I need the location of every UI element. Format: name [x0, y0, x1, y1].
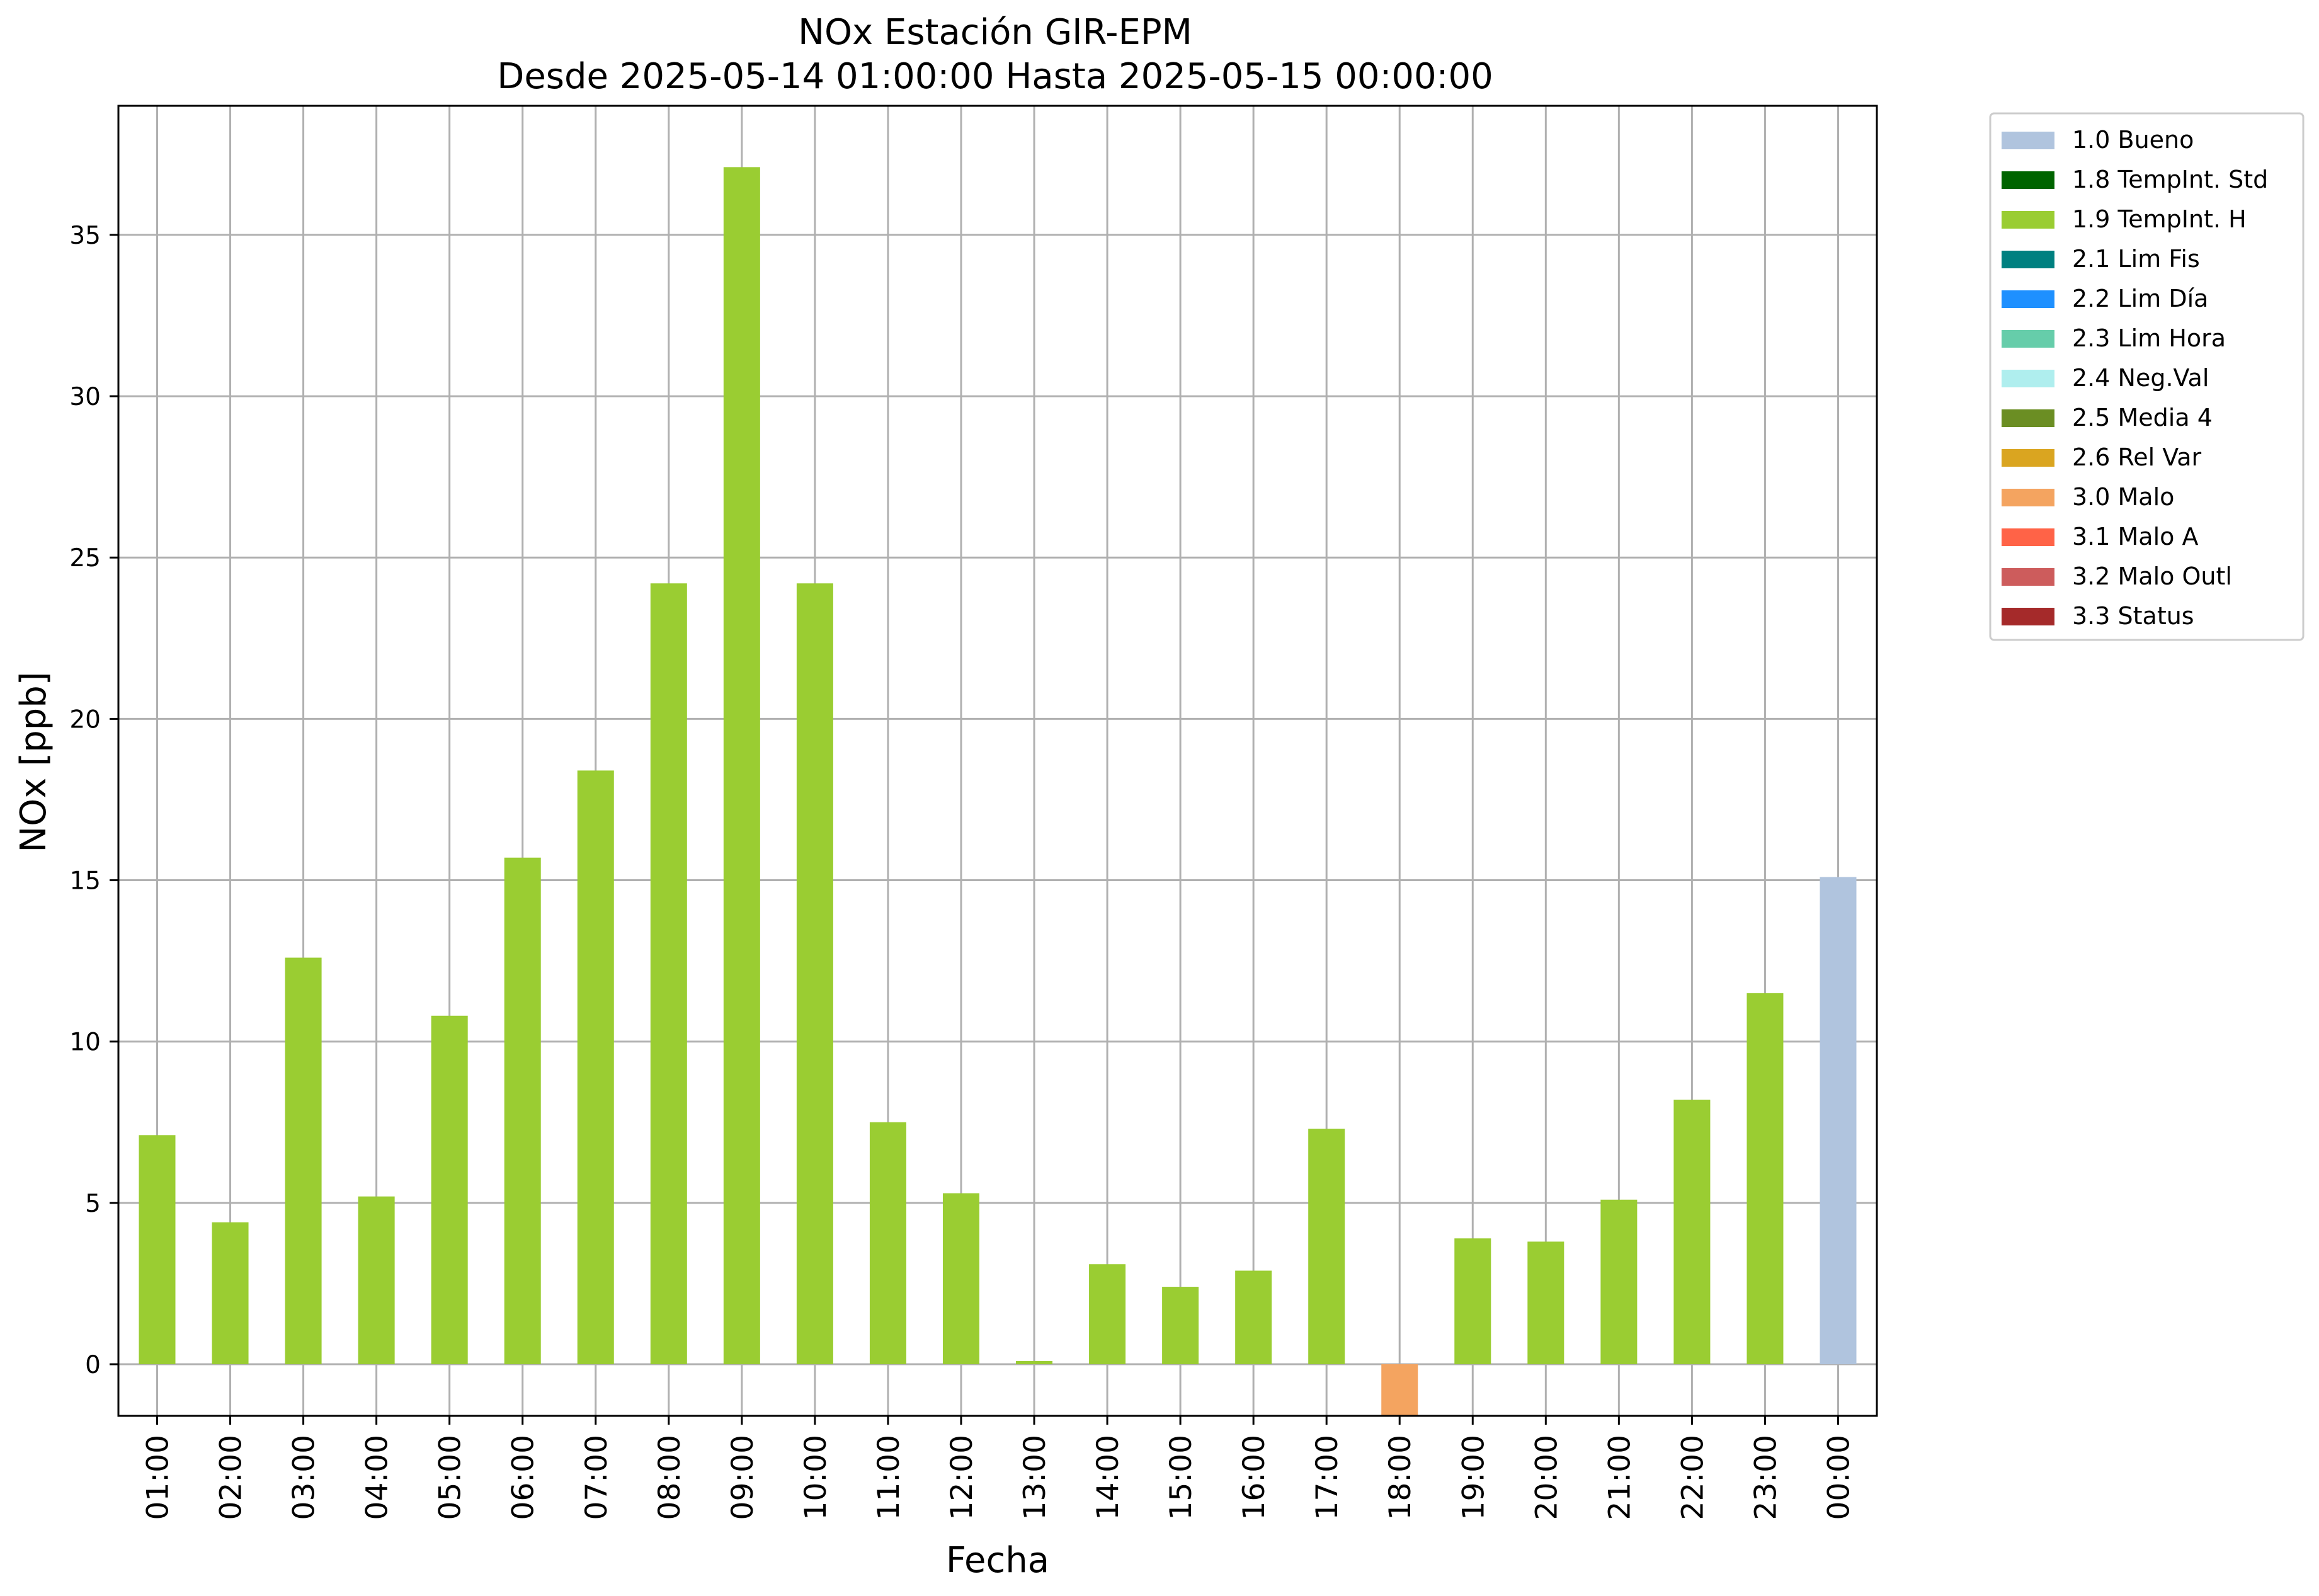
- x-tick-label: 11:00: [872, 1435, 906, 1520]
- y-axis-label: NOx [ppb]: [13, 671, 54, 852]
- chart-title-line2: Desde 2025-05-14 01:00:00 Hasta 2025-05-…: [497, 56, 1493, 97]
- x-tick-label: 04:00: [360, 1435, 395, 1520]
- legend-label: 2.5 Media 4: [2072, 404, 2213, 431]
- y-tick-label: 25: [69, 544, 101, 573]
- legend-frame: [1989, 112, 2305, 641]
- legend-swatch: [2002, 608, 2054, 625]
- legend-swatch: [2002, 489, 2054, 506]
- y-tick-label: 35: [69, 222, 101, 250]
- legend: 1.0 Bueno 1.8 TempInt. Std 1.9 TempInt. H 2…: [1989, 112, 2305, 641]
- bar-1400: [1089, 1264, 1126, 1365]
- x-tick-label: 15:00: [1164, 1435, 1199, 1520]
- x-axis-label: Fecha: [946, 1540, 1049, 1581]
- bar-1300: [1016, 1360, 1053, 1365]
- bar-1900: [1454, 1238, 1491, 1365]
- bar-0800: [650, 583, 687, 1365]
- legend-label: 2.2 Lim Día: [2072, 285, 2208, 312]
- y-tick-label: 30: [69, 383, 101, 411]
- legend-label: 1.8 TempInt. Std: [2072, 166, 2268, 193]
- bar-2300: [1746, 993, 1784, 1365]
- legend-label: 2.6 Rel Var: [2072, 443, 2202, 471]
- x-tick-label: 03:00: [287, 1435, 322, 1520]
- bar-1100: [869, 1122, 906, 1365]
- y-tick-label: 15: [69, 867, 101, 896]
- bar-2000: [1527, 1241, 1564, 1365]
- legend-swatch: [2002, 132, 2054, 149]
- x-tick-label: 13:00: [1018, 1435, 1052, 1520]
- x-tick-label: 22:00: [1675, 1435, 1710, 1520]
- x-axis-ticks: 01:00 02:00 03:00 04:00 05:00 06:00 07:00 08:00…: [141, 1416, 1856, 1520]
- legend-swatch: [2002, 528, 2054, 546]
- legend-label: 3.2 Malo Outl: [2072, 562, 2232, 590]
- x-tick-label: 20:00: [1529, 1435, 1564, 1520]
- x-tick-label: 16:00: [1237, 1435, 1272, 1520]
- legend-swatch: [2002, 211, 2054, 229]
- legend-swatch: [2002, 409, 2054, 427]
- plot-frame: [117, 105, 1878, 1417]
- x-tick-label: 14:00: [1091, 1435, 1125, 1520]
- legend-swatch: [2002, 370, 2054, 387]
- x-tick-label: 10:00: [799, 1435, 833, 1520]
- y-tick-label: 0: [85, 1351, 101, 1379]
- bar-0900: [723, 167, 760, 1365]
- legend-label: 3.3 Status: [2072, 602, 2194, 630]
- legend-label: 2.1 Lim Fis: [2072, 245, 2200, 273]
- y-axis-ticks: 0 5 10 15 20 25 30 35: [69, 222, 118, 1379]
- x-tick-label: 02:00: [214, 1435, 249, 1520]
- bar-1000: [796, 583, 833, 1365]
- bars: [139, 167, 1857, 1416]
- legend-swatch: [2002, 449, 2054, 467]
- chart-title-line1: NOx Estación GIR-EPM: [798, 12, 1192, 53]
- bar-1700: [1308, 1129, 1345, 1365]
- legend-swatch: [2002, 568, 2054, 586]
- y-tick-label: 5: [85, 1190, 101, 1218]
- legend-label: 1.9 TempInt. H: [2072, 205, 2247, 233]
- bar-0100: [139, 1135, 176, 1365]
- bar-0300: [285, 957, 322, 1365]
- legend-label: 2.4 Neg.Val: [2072, 364, 2209, 392]
- bar-1500: [1162, 1287, 1199, 1365]
- bar-0700: [577, 770, 614, 1365]
- x-tick-label: 08:00: [652, 1435, 687, 1520]
- legend-label: 2.3 Lim Hora: [2072, 324, 2226, 352]
- x-tick-label: 07:00: [579, 1435, 614, 1520]
- y-tick-label: 20: [69, 705, 101, 734]
- legend-swatch: [2002, 171, 2054, 189]
- x-tick-label: 09:00: [726, 1435, 760, 1520]
- bar-0000: [1820, 877, 1857, 1365]
- bar-1600: [1235, 1270, 1272, 1365]
- x-tick-label: 17:00: [1310, 1435, 1345, 1520]
- bar-1200: [942, 1193, 979, 1365]
- bar-0400: [358, 1196, 395, 1365]
- x-tick-label: 19:00: [1456, 1435, 1491, 1520]
- legend-label: 3.1 Malo A: [2072, 523, 2198, 550]
- x-tick-label: 06:00: [506, 1435, 541, 1520]
- y-tick-label: 10: [69, 1029, 101, 1057]
- bar-2200: [1673, 1099, 1711, 1365]
- x-tick-label: 18:00: [1383, 1435, 1418, 1520]
- bar-1800: [1381, 1364, 1418, 1416]
- x-tick-label: 01:00: [141, 1435, 176, 1520]
- bar-2100: [1600, 1199, 1638, 1365]
- x-tick-label: 12:00: [945, 1435, 979, 1520]
- legend-label: 1.0 Bueno: [2072, 126, 2194, 154]
- x-tick-label: 05:00: [433, 1435, 468, 1520]
- legend-label: 3.0 Malo: [2072, 483, 2174, 511]
- x-tick-label: 21:00: [1602, 1435, 1637, 1520]
- legend-swatch: [2002, 330, 2054, 348]
- bar-0500: [431, 1015, 468, 1365]
- legend-swatch: [2002, 251, 2054, 268]
- bar-0600: [504, 857, 541, 1365]
- legend-swatch: [2002, 290, 2054, 308]
- x-tick-label: 00:00: [1821, 1435, 1856, 1520]
- bar-0200: [212, 1222, 249, 1365]
- x-tick-label: 23:00: [1748, 1435, 1783, 1520]
